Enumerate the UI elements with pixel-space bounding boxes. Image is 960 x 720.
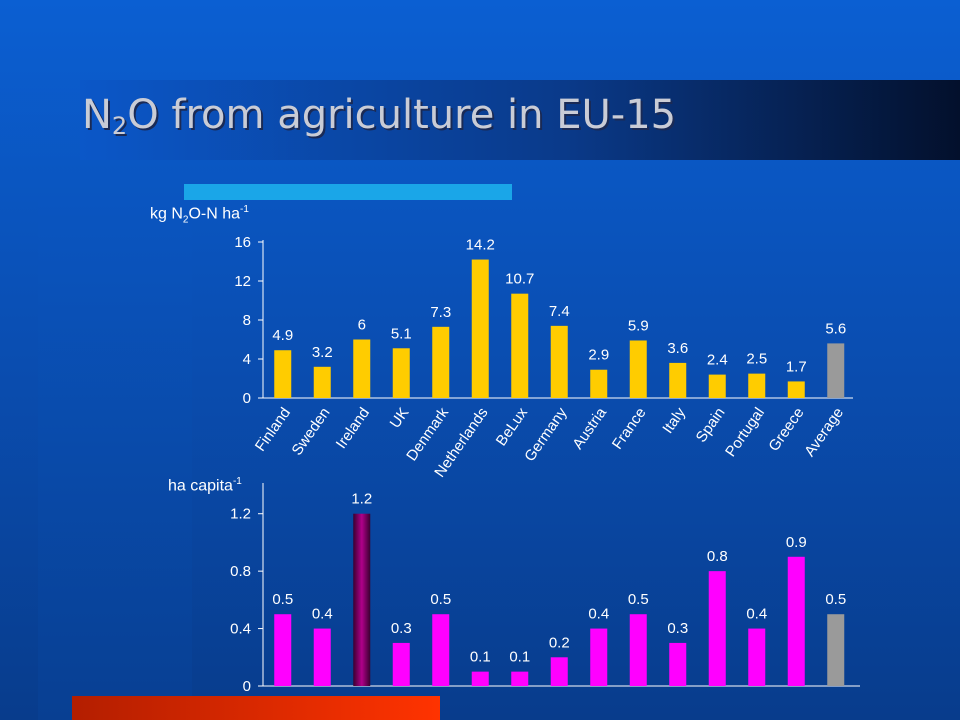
chart1-data-label: 2.9 [588, 347, 609, 364]
x-tick-label: Greece [765, 405, 807, 455]
x-tick-label: BeLux [493, 404, 532, 449]
chart2-bar-denmark [432, 614, 450, 686]
x-tick-label: Finland [252, 405, 294, 455]
chart1-ylabel: kg N2O-N ha-1 [150, 204, 249, 226]
chart2-data-label: 1.2 [351, 491, 372, 508]
page-title: N2O from agriculture in EU-15 [82, 92, 677, 140]
chart1-bar-ireland [353, 339, 371, 398]
chart1-data-label: 6 [358, 317, 366, 334]
y-tick-label: 0 [243, 678, 251, 695]
y-tick-label: 4 [243, 351, 251, 368]
y-tick-label: 16 [234, 234, 251, 251]
chart2-data-label: 0.4 [312, 606, 333, 623]
chart1-data-label: 7.4 [549, 303, 570, 320]
chart1-bar-uk [392, 348, 410, 398]
chart1-data-label: 5.6 [825, 320, 846, 337]
title-band [80, 80, 960, 160]
chart1-bar-france [629, 340, 647, 398]
chart2-bar-austria [590, 628, 608, 686]
chart2-bar-spain [708, 571, 726, 686]
x-tick-label: Spain [693, 405, 729, 446]
chart1-bar-finland [274, 350, 292, 398]
chart2-ylabel: ha capita-1 [168, 476, 242, 495]
chart1-data-label: 3.2 [312, 344, 333, 361]
chart1-bar-austria [590, 369, 608, 398]
chart1-data-label: 5.9 [628, 317, 649, 334]
x-tick-label: Portugal [722, 405, 768, 461]
x-tick-label: Austria [569, 404, 610, 453]
chart1-bar-netherlands [471, 259, 489, 398]
chart1-data-label: 1.7 [786, 358, 807, 375]
chart1-bar-portugal [748, 373, 766, 398]
decor-red-bar [72, 696, 440, 720]
chart2-data-label: 0.1 [509, 649, 530, 666]
left-panel [38, 200, 192, 720]
y-tick-label: 0 [243, 390, 251, 407]
chart2-data-label: 0.9 [786, 534, 807, 551]
chart2-bar-uk [392, 642, 410, 686]
y-tick-label: 1.2 [230, 506, 251, 523]
chart2-bar-greece [787, 556, 805, 686]
y-tick-label: 12 [234, 273, 251, 290]
chart2-data-label: 0.5 [825, 591, 846, 608]
chart2-data-label: 0.5 [628, 591, 649, 608]
chart2-bar-sweden [313, 628, 331, 686]
chart1-data-label: 3.6 [667, 340, 688, 357]
chart2-data-label: 0.3 [667, 620, 688, 637]
chart1-bar-germany [550, 325, 568, 398]
y-tick-label: 8 [243, 312, 251, 329]
chart1-data-label: 2.5 [746, 351, 767, 368]
chart1-data-label: 2.4 [707, 352, 728, 369]
chart2-bar-ireland [353, 513, 371, 686]
chart1-bar-greece [787, 381, 805, 398]
x-tick-label: Sweden [289, 405, 334, 459]
chart2-data-label: 0.8 [707, 548, 728, 565]
chart2-bar-average [827, 614, 845, 686]
chart2-bar-finland [274, 614, 292, 686]
chart1-bar-spain [708, 374, 726, 398]
chart2-bar-netherlands [471, 671, 489, 686]
chart1-data-label: 7.3 [430, 304, 451, 321]
x-tick-label: UK [387, 405, 413, 432]
x-tick-label: Italy [659, 404, 689, 437]
x-tick-label: Ireland [333, 405, 373, 452]
chart2-data-label: 0.2 [549, 634, 570, 651]
chart2-bar-germany [550, 657, 568, 686]
chart1-data-label: 14.2 [466, 237, 495, 254]
chart1-bar-sweden [313, 366, 331, 398]
y-tick-label: 0.8 [230, 563, 251, 580]
chart1-bar-denmark [432, 326, 450, 398]
x-tick-label: France [609, 405, 650, 453]
chart1-data-label: 10.7 [505, 271, 534, 288]
x-tick-label: Average [801, 405, 847, 460]
chart2-data-label: 0.4 [746, 606, 767, 623]
chart2-bar-portugal [748, 628, 766, 686]
chart2-data-label: 0.4 [588, 606, 609, 623]
chart1-data-label: 5.1 [391, 325, 412, 342]
chart1-bar-average [827, 343, 845, 398]
chart2-data-label: 0.1 [470, 649, 491, 666]
chart2-plot: 0 0.4 0.8 1.2 0.5 0.4 1.2 0.3 0.5 0.1 0.1 0.2 0.4 0.5… [230, 483, 860, 695]
chart2-bar-italy [669, 642, 687, 686]
chart1-data-label: 4.9 [272, 327, 293, 344]
chart2-bar-france [629, 614, 647, 686]
chart2-data-label: 0.5 [272, 591, 293, 608]
chart1-bar-belux [511, 293, 529, 398]
chart1-plot: 0 4 8 12 16 4.9 3.2 6 5.1 7.3 14.2 10.7 7.4 2.9 5.9 3.6… [234, 234, 853, 481]
chart2-data-label: 0.3 [391, 620, 412, 637]
chart2-bar-belux [511, 671, 529, 686]
chart1-bar-italy [669, 362, 687, 398]
y-tick-label: 0.4 [230, 621, 251, 638]
chart2-data-label: 0.5 [430, 591, 451, 608]
decor-cyan-bar [184, 184, 512, 200]
